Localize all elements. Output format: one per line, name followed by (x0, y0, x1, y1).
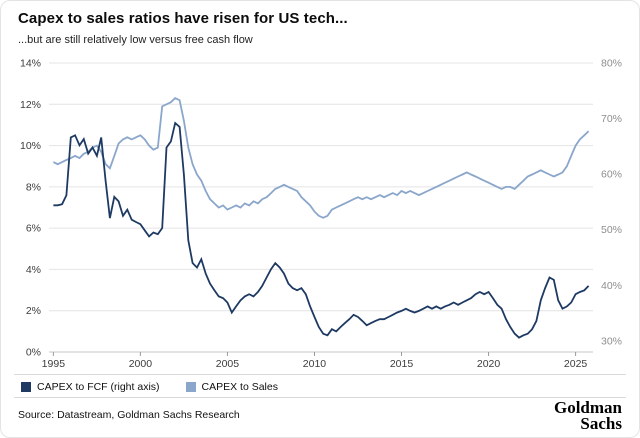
svg-text:2005: 2005 (216, 358, 240, 370)
svg-text:6%: 6% (26, 223, 41, 235)
svg-text:2010: 2010 (303, 358, 327, 370)
svg-text:50%: 50% (601, 224, 622, 236)
legend: CAPEX to FCF (right axis) CAPEX to Sales (21, 379, 278, 395)
svg-text:1995: 1995 (42, 358, 66, 370)
svg-text:2025: 2025 (564, 358, 588, 370)
svg-text:80%: 80% (601, 58, 622, 70)
svg-text:30%: 30% (601, 335, 622, 347)
capex-chart: 14% 12% 10% 8% 6% 4% 2% 0% 80% 70% 60% 50% 40% 30% 199… (1, 53, 639, 373)
svg-text:4%: 4% (26, 264, 41, 276)
source-text: Source: Datastream, Goldman Sachs Resear… (18, 409, 240, 421)
fcf-series-swatch-icon (21, 382, 31, 392)
svg-text:2020: 2020 (477, 358, 501, 370)
svg-text:0%: 0% (26, 347, 41, 359)
svg-text:2%: 2% (26, 305, 41, 317)
svg-text:2015: 2015 (390, 358, 414, 370)
svg-text:8%: 8% (26, 181, 41, 193)
svg-text:70%: 70% (601, 113, 622, 125)
page-subtitle: ...but are still relatively low versus f… (18, 34, 253, 46)
legend-divider-bottom (14, 397, 626, 398)
svg-text:14%: 14% (20, 58, 41, 70)
legend-item-capex-to-fcf: CAPEX to FCF (right axis) (21, 381, 160, 393)
page-title: Capex to sales ratios have risen for US … (18, 10, 348, 27)
legend-label-fcf: CAPEX to FCF (right axis) (37, 381, 160, 393)
svg-text:60%: 60% (601, 169, 622, 181)
sales-series-swatch-icon (185, 382, 196, 392)
svg-text:40%: 40% (601, 280, 622, 292)
legend-label-sales: CAPEX to Sales (201, 381, 278, 393)
goldman-sachs-logo-line2: Sachs (580, 414, 622, 433)
legend-item-capex-to-sales: CAPEX to Sales (185, 381, 278, 393)
svg-text:2000: 2000 (129, 358, 153, 370)
legend-divider-top (14, 374, 626, 375)
svg-text:10%: 10% (20, 140, 41, 152)
capex-chart-canvas: 14% 12% 10% 8% 6% 4% 2% 0% 80% 70% 60% 50% 40% 30% 199… (20, 58, 622, 371)
svg-text:12%: 12% (20, 99, 41, 111)
goldman-sachs-logo-line1: Goldman (553, 398, 622, 417)
goldman-sachs-logo: Goldman Sachs (553, 398, 622, 433)
